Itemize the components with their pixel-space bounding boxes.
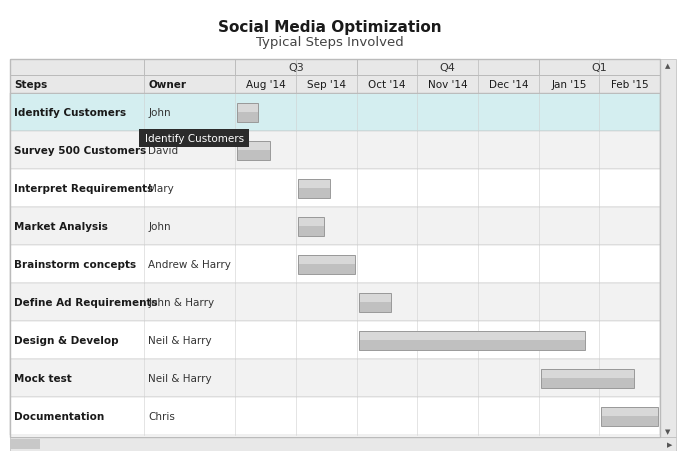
Bar [237, 151, 270, 160]
Bar [298, 255, 355, 264]
Text: Q3: Q3 [288, 63, 304, 73]
Text: Define Ad Requirements: Define Ad Requirements [14, 297, 158, 307]
Text: Neil & Harry: Neil & Harry [148, 373, 212, 383]
Bar [359, 340, 585, 350]
Bar [10, 132, 660, 170]
Text: Identify Customers: Identify Customers [145, 133, 244, 144]
Text: ▲: ▲ [665, 63, 671, 69]
Text: Mock test: Mock test [14, 373, 72, 383]
Text: Design & Develop: Design & Develop [14, 335, 119, 345]
Text: John: John [148, 108, 171, 118]
Text: Nov '14: Nov '14 [428, 80, 467, 90]
Bar [660, 60, 676, 437]
Text: Documentation: Documentation [14, 411, 104, 421]
Text: Owner: Owner [148, 80, 187, 90]
Bar [10, 321, 660, 359]
Bar [10, 76, 660, 94]
Text: John: John [148, 221, 171, 231]
Text: Interpret Requirements: Interpret Requirements [14, 184, 153, 193]
Text: Social Media Optimization: Social Media Optimization [218, 20, 442, 35]
Text: Market Analysis: Market Analysis [14, 221, 108, 231]
Text: Q1: Q1 [591, 63, 607, 73]
Text: Feb '15: Feb '15 [611, 80, 648, 90]
Bar [541, 368, 634, 378]
Text: Chris: Chris [148, 411, 175, 421]
Bar [10, 60, 660, 437]
Bar [144, 60, 235, 76]
Bar [237, 113, 258, 122]
Bar [237, 141, 270, 160]
Text: Identify Customers: Identify Customers [14, 108, 126, 118]
Bar [10, 437, 676, 451]
Bar [298, 179, 331, 198]
Text: Typical Steps Involved: Typical Steps Involved [256, 36, 404, 49]
Bar [359, 293, 391, 312]
Bar [237, 103, 258, 113]
Text: ▶: ▶ [667, 441, 673, 447]
Text: Oct '14: Oct '14 [368, 80, 405, 90]
Bar [10, 359, 660, 397]
Bar [10, 94, 660, 132]
Text: Dec '14: Dec '14 [488, 80, 528, 90]
Text: Jan '15: Jan '15 [552, 80, 587, 90]
Bar [237, 103, 258, 122]
Bar [10, 207, 660, 245]
Text: David: David [148, 146, 178, 156]
Bar [298, 217, 324, 226]
Text: Sep '14: Sep '14 [307, 80, 346, 90]
Text: John & Harry: John & Harry [148, 297, 215, 307]
Bar [298, 189, 331, 198]
Text: Steps: Steps [14, 80, 47, 90]
Bar [602, 407, 658, 426]
Bar [357, 60, 539, 76]
Bar [602, 407, 658, 416]
Text: Neil & Harry: Neil & Harry [148, 335, 212, 345]
Bar [139, 130, 249, 147]
Bar [10, 439, 40, 449]
Text: Aug '14: Aug '14 [246, 80, 285, 90]
Bar [235, 60, 357, 76]
Bar [298, 226, 324, 236]
Bar [541, 368, 634, 388]
Text: Survey 500 Customers: Survey 500 Customers [14, 146, 146, 156]
Bar [10, 245, 660, 283]
Bar [359, 331, 585, 350]
Text: Mary: Mary [148, 184, 174, 193]
Bar [237, 141, 270, 151]
Bar [539, 60, 660, 76]
Bar [10, 170, 660, 207]
Bar [10, 60, 144, 76]
Text: Q4: Q4 [440, 63, 456, 73]
Text: ▼: ▼ [665, 428, 671, 434]
Text: Andrew & Harry: Andrew & Harry [148, 259, 231, 269]
Bar [298, 179, 331, 189]
Bar [298, 255, 355, 274]
Bar [541, 378, 634, 388]
Bar [359, 302, 391, 312]
Bar [359, 293, 391, 302]
Bar [10, 397, 660, 435]
Bar [298, 264, 355, 274]
Bar [359, 331, 585, 340]
Bar [10, 60, 660, 76]
Bar [298, 217, 324, 236]
Bar [602, 416, 658, 426]
Text: Brainstorm concepts: Brainstorm concepts [14, 259, 136, 269]
Bar [10, 283, 660, 321]
